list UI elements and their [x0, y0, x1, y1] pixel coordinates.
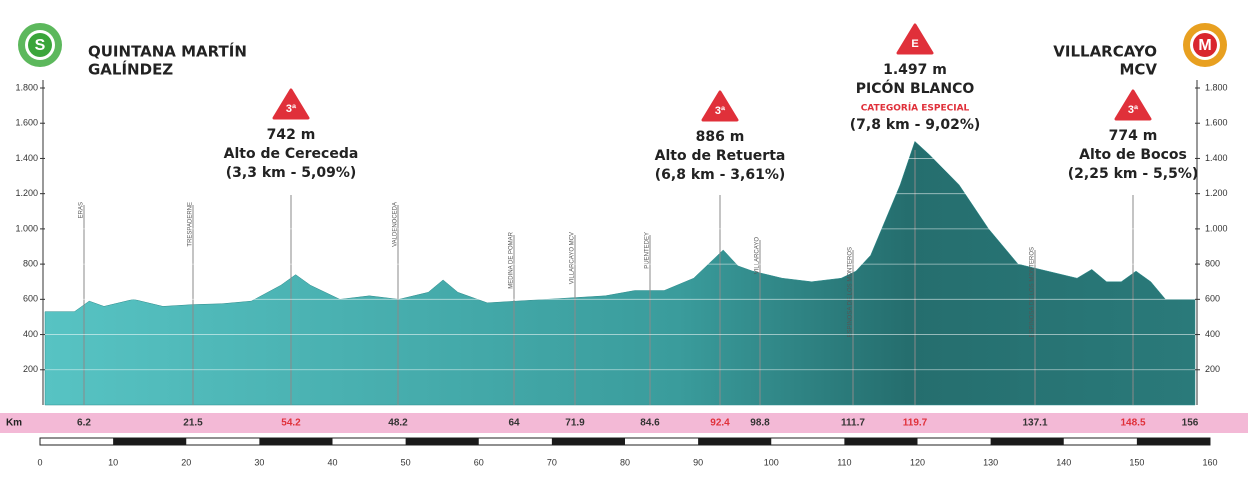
climb-category: E — [911, 38, 918, 50]
km-label: 71.9 — [565, 418, 585, 429]
scale-label: 150 — [1129, 457, 1144, 467]
scale-label: 50 — [401, 457, 411, 467]
badge-text: M — [1198, 37, 1211, 54]
scale-label: 140 — [1056, 457, 1071, 467]
badge-inner — [28, 33, 52, 57]
climb-category: 3ª — [286, 103, 297, 115]
y-tick-label: 1.600 — [15, 118, 38, 128]
climb-category: 3ª — [1128, 104, 1139, 116]
climb-text: (2,25 km - 5,5%) — [1068, 166, 1199, 182]
km-label: 6.2 — [77, 418, 91, 429]
climb-text: Alto de Cereceda — [224, 146, 359, 162]
y-tick-label: 1.400 — [15, 153, 38, 163]
scale-label: 160 — [1202, 457, 1217, 467]
scale-label: 60 — [474, 457, 484, 467]
km-label: 148.5 — [1120, 418, 1145, 429]
climb-text: (6,8 km - 3,61%) — [655, 167, 786, 183]
waypoint-name: ERAS — [79, 202, 85, 218]
finish-name: VILLARCAYO — [1053, 43, 1157, 61]
km-caption: Km — [6, 418, 22, 429]
scale-label: 40 — [327, 457, 337, 467]
waypoint-name: MEDINA DE POMAR — [509, 231, 515, 288]
finish-name: MCV — [1119, 61, 1157, 79]
climb-text: 774 m — [1109, 128, 1158, 144]
y-tick-label: 1.600 — [1205, 118, 1228, 128]
scale-segment — [113, 438, 187, 445]
climb-text: 886 m — [696, 129, 745, 145]
waypoint-name: ESPINOSA DE LOS MONTEROS — [848, 247, 854, 337]
km-label: 21.5 — [183, 418, 203, 429]
elevation-area — [44, 140, 1196, 406]
climb-text: (3,3 km - 5,09%) — [226, 165, 357, 181]
km-label: 84.6 — [640, 418, 660, 429]
y-tick-label: 1.000 — [1205, 223, 1228, 233]
climb-category: 3ª — [715, 105, 726, 117]
y-tick-label: 800 — [1205, 258, 1220, 268]
scale-segment — [698, 438, 772, 445]
km-label: 48.2 — [388, 418, 408, 429]
climb-text: 742 m — [267, 127, 316, 143]
scale-segment — [1136, 438, 1210, 445]
y-tick-label: 400 — [23, 329, 38, 339]
km-label: 137.1 — [1022, 418, 1047, 429]
y-tick-label: 1.800 — [15, 82, 38, 92]
badge-text: S — [35, 37, 46, 54]
climb-text: Alto de Bocos — [1079, 147, 1187, 163]
km-label: 111.7 — [841, 418, 865, 429]
km-label: 156 — [1182, 418, 1199, 429]
scale-segment — [551, 438, 625, 445]
waypoint-name: ESPINOSA DE LOS MONTEROS — [1030, 247, 1036, 337]
scale-label: 80 — [620, 457, 630, 467]
scale-segment — [990, 438, 1064, 445]
km-label: 92.4 — [710, 418, 730, 429]
y-tick-label: 1.400 — [1205, 153, 1228, 163]
climb-badge — [896, 23, 934, 55]
y-tick-label: 200 — [1205, 364, 1220, 374]
y-tick-label: 200 — [23, 364, 38, 374]
climb-text: (7,8 km - 9,02%) — [850, 117, 981, 133]
scale-segment — [259, 438, 333, 445]
start-name: GALÍNDEZ — [88, 60, 173, 79]
y-tick-label: 1.200 — [15, 188, 38, 198]
climb-badge — [1114, 89, 1152, 121]
scale-segment — [844, 438, 918, 445]
waypoint-name: VILLARCAYO MCV — [570, 232, 576, 284]
badge-inner — [1193, 33, 1217, 57]
km-label: 119.7 — [903, 418, 928, 429]
climb-text: 1.497 m — [883, 62, 947, 78]
scale-label: 30 — [254, 457, 264, 467]
y-tick-label: 1.200 — [1205, 188, 1228, 198]
y-tick-label: 400 — [1205, 329, 1220, 339]
climb-badge — [272, 88, 310, 120]
scale-label: 100 — [764, 457, 779, 467]
scale-label: 120 — [910, 457, 925, 467]
km-label: 98.8 — [750, 418, 770, 429]
km-band — [0, 413, 1248, 433]
km-label: 64 — [508, 418, 520, 429]
waypoint-name: VILLARCAYO — [755, 237, 761, 275]
waypoint-name: TRESPADERNE — [188, 202, 194, 247]
climb-badge — [701, 90, 739, 122]
scale-label: 0 — [37, 457, 42, 467]
y-tick-label: 1.000 — [15, 223, 38, 233]
y-tick-label: 600 — [23, 294, 38, 304]
scale-label: 110 — [837, 457, 851, 467]
km-label: 54.2 — [281, 418, 301, 429]
y-tick-label: 600 — [1205, 294, 1220, 304]
scale-label: 20 — [181, 457, 191, 467]
scale-label: 130 — [983, 457, 998, 467]
climb-text: CATEGORÍA ESPECIAL — [861, 102, 970, 114]
start-name: QUINTANA MARTÍN — [88, 42, 247, 61]
y-tick-label: 800 — [23, 258, 38, 268]
scale-segment — [405, 438, 479, 445]
climb-text: PICÓN BLANCO — [856, 79, 975, 97]
scale-label: 90 — [693, 457, 703, 467]
waypoint-name: VALDENOCEDA — [393, 202, 399, 247]
scale-label: 70 — [547, 457, 557, 467]
climb-text: Alto de Retuerta — [655, 148, 786, 164]
scale-label: 10 — [108, 457, 118, 467]
waypoint-name: PUENTEDEY — [645, 232, 651, 269]
y-tick-label: 1.800 — [1205, 82, 1228, 92]
